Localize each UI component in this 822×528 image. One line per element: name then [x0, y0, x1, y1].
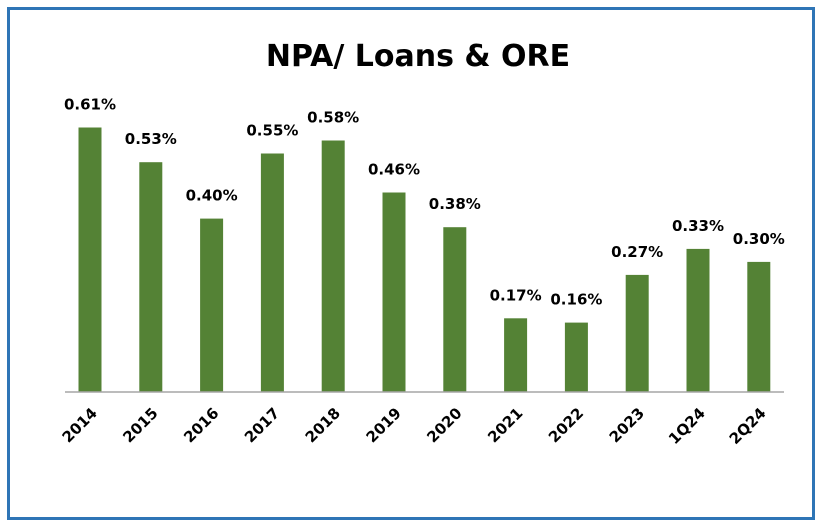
bar-2017 [260, 153, 284, 392]
bar-2015 [139, 162, 163, 392]
x-tick-label-2022: 2022 [545, 404, 587, 446]
data-label-2016: 0.40% [186, 187, 238, 205]
bar-2019 [382, 192, 406, 392]
chart-frame: NPA/ Loans & ORE 0.61% 0.53% 0.40% 0.55% 0.5… [7, 7, 815, 520]
x-tick-label-2023: 2023 [606, 404, 648, 446]
bar-2020 [443, 227, 467, 392]
x-tick-label-2019: 2019 [363, 404, 405, 446]
bar-2018 [321, 140, 345, 392]
data-label-2Q24: 0.30% [733, 230, 785, 248]
x-tick-labels-group: 2014 2015 2016 2017 2018 2019 2020 2021 2022 2023… [59, 404, 770, 448]
data-label-2022: 0.16% [550, 291, 602, 309]
x-tick-label-2020: 2020 [423, 404, 465, 446]
x-tick-label-2018: 2018 [302, 404, 344, 446]
bar-2014 [78, 127, 102, 392]
data-labels-group: 0.61% 0.53% 0.40% 0.55% 0.58% 0.46% 0.38% 0.17%… [64, 96, 785, 309]
x-tick-label-2Q24: 2Q24 [726, 404, 770, 448]
data-label-2020: 0.38% [429, 195, 481, 213]
data-label-2021: 0.17% [490, 286, 542, 304]
data-label-2014: 0.61% [64, 96, 116, 114]
x-tick-label-1Q24: 1Q24 [665, 404, 709, 448]
bar-1Q24 [686, 248, 710, 392]
data-label-1Q24: 0.33% [672, 217, 724, 235]
bar-2022 [564, 322, 588, 392]
data-label-2017: 0.55% [246, 122, 298, 140]
bar-2023 [625, 274, 649, 392]
bar-chart: NPA/ Loans & ORE 0.61% 0.53% 0.40% 0.55% 0.5… [59, 39, 785, 448]
x-tick-label-2016: 2016 [180, 404, 222, 446]
data-label-2019: 0.46% [368, 161, 420, 179]
x-tick-label-2017: 2017 [241, 404, 283, 446]
bars-group [78, 127, 771, 392]
x-tick-label-2015: 2015 [119, 404, 161, 446]
data-label-2018: 0.58% [307, 109, 359, 127]
bar-2Q24 [747, 261, 771, 392]
bar-2021 [504, 318, 528, 392]
data-label-2023: 0.27% [611, 243, 663, 261]
data-label-2015: 0.53% [125, 130, 177, 148]
x-tick-label-2014: 2014 [59, 404, 101, 446]
bar-2016 [200, 218, 224, 392]
chart-title: NPA/ Loans & ORE [266, 39, 570, 74]
x-tick-label-2021: 2021 [484, 404, 526, 446]
